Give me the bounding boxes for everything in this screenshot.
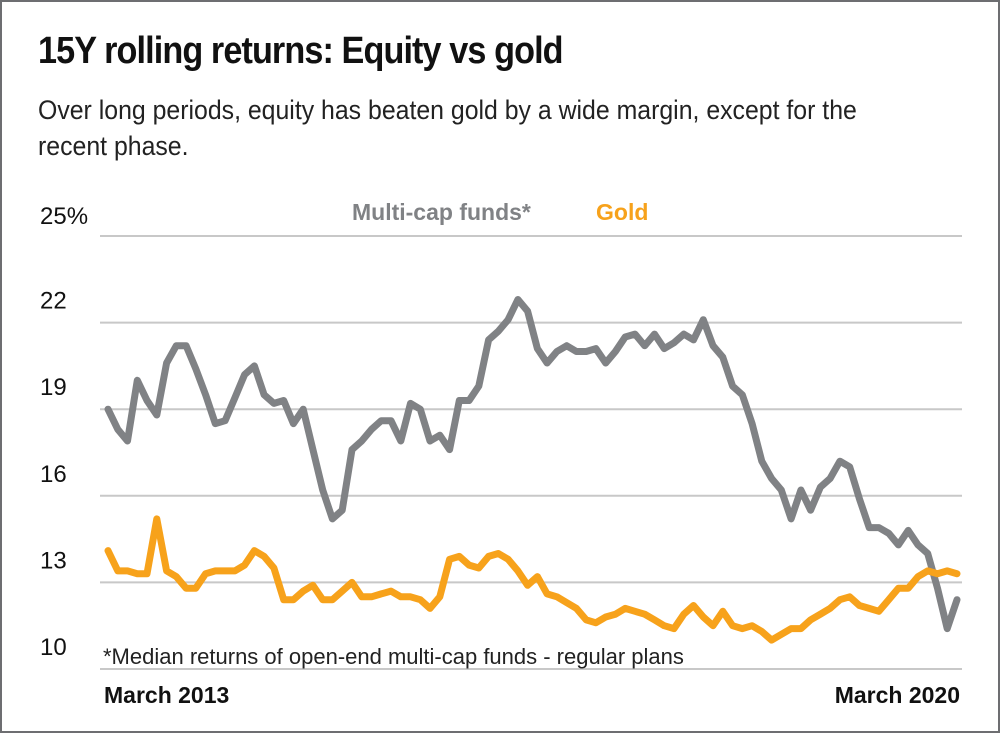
y-tick-label: 22 <box>40 288 67 315</box>
y-tick-label: 10 <box>40 634 67 661</box>
y-tick-label: 19 <box>40 374 67 401</box>
chart-subtitle: Over long periods, equity has beaten gol… <box>38 95 857 161</box>
footnote: *Median returns of open-end multi-cap fu… <box>103 644 684 669</box>
multicap-funds-line <box>104 296 961 633</box>
gold-line <box>104 515 961 644</box>
y-tick-label: 25% <box>40 203 88 230</box>
legend-multicap: Multi-cap funds* <box>352 199 531 225</box>
chart-title: 15Y rolling returns: Equity vs gold <box>38 30 564 72</box>
y-tick-label: 16 <box>40 461 67 488</box>
legend-gold: Gold <box>596 199 648 225</box>
x-tick-label: March 2013 <box>104 682 229 708</box>
y-tick-label: 13 <box>40 547 67 574</box>
x-tick-label: March 2020 <box>835 682 960 708</box>
